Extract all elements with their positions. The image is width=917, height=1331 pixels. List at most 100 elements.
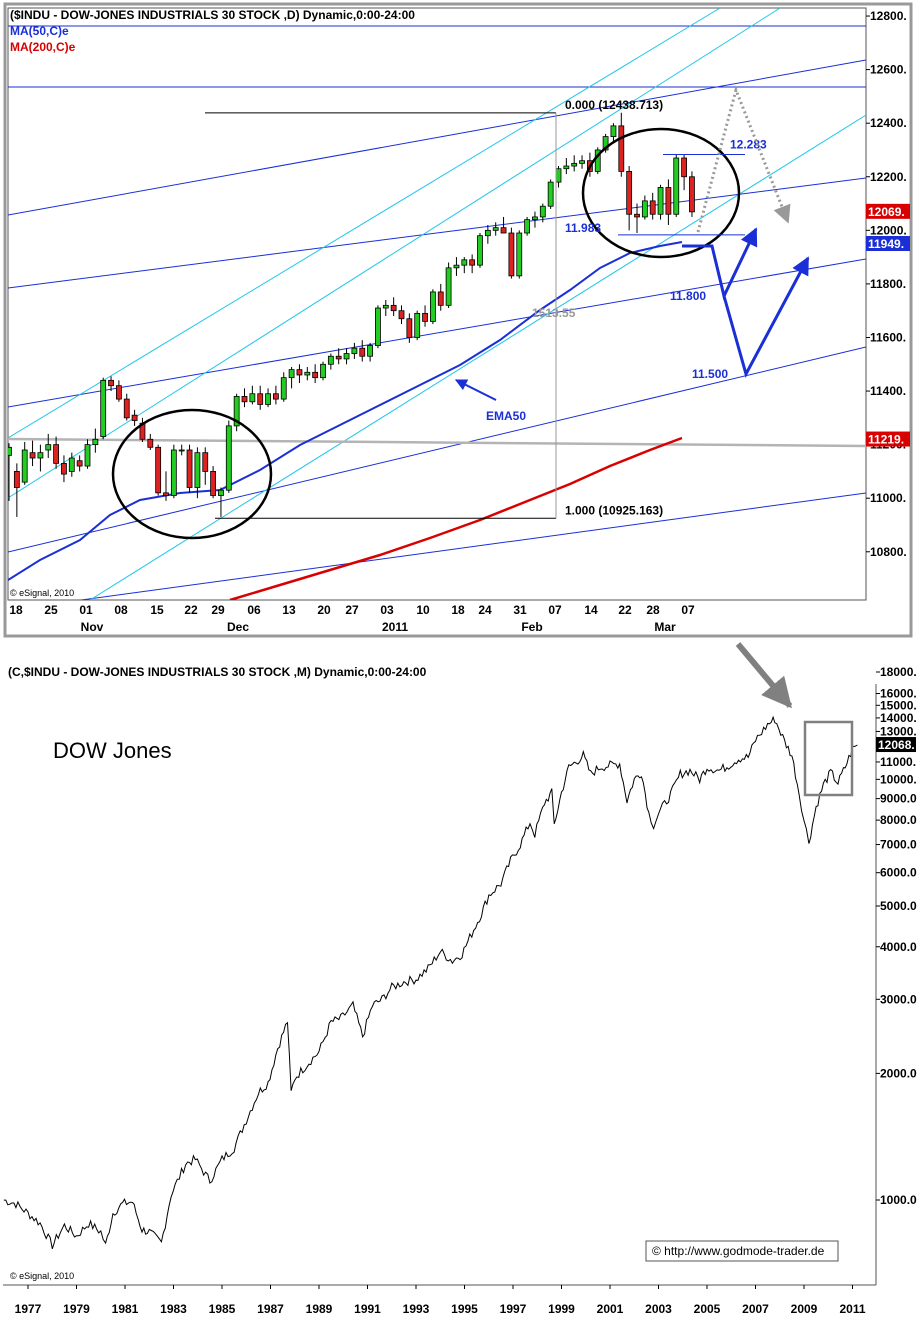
candle-down: [272, 393, 279, 400]
candle-up: [492, 227, 499, 231]
candle-down: [649, 200, 656, 215]
ema50-arrow: [454, 379, 497, 401]
x-month-label: Mar: [654, 620, 676, 634]
candle-up: [8, 446, 12, 456]
candle-down: [634, 213, 640, 218]
level-11983-label: 11.983: [565, 221, 601, 235]
log-y-tick-label: 6000.0: [880, 866, 917, 880]
candle-down: [312, 371, 319, 379]
candle-down: [147, 438, 154, 448]
x-day-label: 25: [44, 603, 58, 617]
year-label: 1989: [306, 1302, 333, 1316]
x-day-label: 13: [282, 603, 296, 617]
x-day-label: 06: [247, 603, 261, 617]
year-label: 2001: [597, 1302, 624, 1316]
candle-down: [689, 176, 695, 213]
level-12283-label: 12.283: [730, 138, 767, 152]
candle-down: [29, 452, 36, 459]
annotations: 0.000 (12438.713) 1.000 (10925.163) 1513.5…: [111, 85, 810, 540]
candle-up: [68, 457, 75, 472]
candle-up: [343, 353, 350, 360]
zoom-arrow: [735, 642, 793, 709]
year-label: 2009: [791, 1302, 818, 1316]
candle-up: [563, 165, 570, 170]
fib-range-label: 1513.55: [532, 306, 576, 320]
bottom-chart-title: (C,$INDU - DOW-JONES INDUSTRIALS 30 STOC…: [8, 665, 427, 679]
candle-up: [194, 452, 201, 488]
y-tick-label: 11400.: [870, 384, 906, 398]
candle-up: [532, 216, 538, 221]
candle-down: [53, 444, 59, 464]
log-y-tick-label: 2000.0: [880, 1066, 917, 1080]
legend-ma200: MA(200,C)e: [10, 40, 76, 54]
candle-up: [414, 312, 421, 338]
candle-up: [547, 181, 554, 207]
price-badge-text: 11949.: [868, 237, 904, 251]
candle-up: [288, 369, 295, 379]
candle-up: [375, 307, 381, 346]
x-day-label: 31: [513, 603, 527, 617]
y-tick-label: 12800.: [870, 9, 907, 23]
log-y-tick-label: 10000.: [880, 772, 917, 786]
moving-averages: [8, 241, 683, 600]
log-y-tick-label: 8000.0: [880, 813, 917, 827]
candle-up: [555, 168, 562, 183]
scenario-grey-path: [696, 85, 791, 233]
year-label: 1981: [112, 1302, 139, 1316]
candle-up: [453, 264, 460, 269]
candle-up: [21, 449, 28, 483]
bottom-price-badge-text: 12068.: [878, 738, 915, 752]
year-label: 1987: [257, 1302, 284, 1316]
copyright-box: [645, 1240, 839, 1262]
candle-down: [618, 125, 625, 172]
y-tick-label: 11800.: [870, 277, 906, 291]
candle-down: [131, 414, 138, 421]
channel-line-1: [8, 59, 866, 216]
x-day-label: 01: [79, 603, 93, 617]
cyan-line-1: [8, 8, 721, 439]
candle-down: [437, 291, 444, 306]
dow-jones-label: DOW Jones: [53, 738, 172, 763]
y-tick-label: 12400.: [870, 116, 907, 130]
log-y-tick-label: 13000.: [880, 724, 917, 738]
candle-down: [123, 398, 130, 419]
log-y-tick-label: 11000.: [880, 755, 916, 769]
candle-up: [571, 162, 578, 167]
copyright-text: © http://www.godmode-trader.de: [652, 1244, 825, 1258]
x-day-label: 14: [584, 603, 598, 617]
x-day-label: 20: [317, 603, 331, 617]
y-tick-label: 11000.: [870, 491, 906, 505]
year-label: 1997: [500, 1302, 527, 1316]
candle-down: [500, 227, 507, 234]
candle-down: [61, 462, 67, 475]
zoom-box: [803, 720, 854, 797]
y-tick-label: 12200.: [870, 170, 907, 184]
x-day-label: 08: [114, 603, 128, 617]
log-y-tick-label: 1000.0: [880, 1193, 917, 1207]
x-month-label: Nov: [81, 620, 104, 634]
candle-down: [210, 471, 217, 496]
candle-up: [351, 347, 358, 354]
year-label: 2005: [694, 1302, 721, 1316]
x-day-label: 28: [646, 603, 660, 617]
top-plot-area: [7, 7, 867, 601]
bottom-axis: 18000.16000.15000.14000.13000.12000.1100…: [15, 665, 917, 1316]
channel-line-4: [8, 346, 866, 553]
circle-left: [111, 408, 273, 540]
candle-down: [202, 452, 209, 472]
candle-down: [13, 471, 20, 488]
candle-up: [673, 157, 680, 215]
x-day-label: 24: [478, 603, 492, 617]
candle-down: [155, 446, 162, 494]
price-badge-bg: [866, 235, 910, 251]
candle-up: [178, 449, 185, 452]
channel-line-2: [8, 177, 866, 289]
x-day-label: 22: [618, 603, 632, 617]
candle-up: [84, 444, 91, 467]
log-y-tick-label: 16000.: [880, 687, 917, 701]
candle-up: [516, 232, 523, 277]
fib-label-1: 1.000 (10925.163): [565, 503, 663, 517]
x-day-label: 10: [416, 603, 430, 617]
